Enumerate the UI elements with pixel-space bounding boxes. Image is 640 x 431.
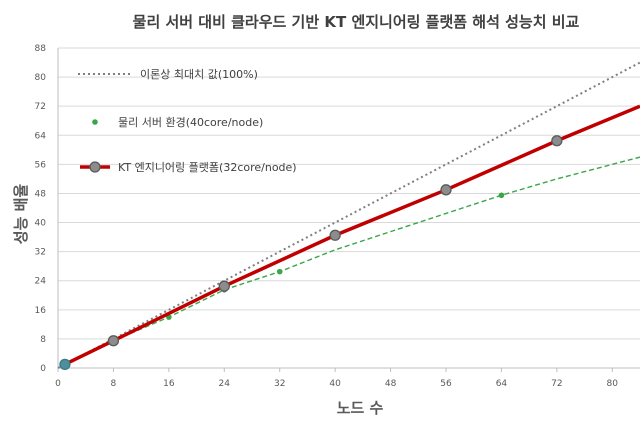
y-tick-label: 56 [35,160,47,170]
legend-label-kt-platform: KT 엔지니어링 플랫폼(32core/node) [118,161,297,174]
x-tick-label: 48 [385,379,397,389]
legend: 이론상 최대치 값(100%) 물리 서버 환경(40core/node) KT 엔… [78,68,297,174]
kt-platform-point [329,229,341,241]
series-layer [57,61,640,371]
x-tick-label: 8 [111,379,117,389]
legend-swatch-physical-server [92,119,98,125]
kt-platform-point [551,135,563,147]
physical-server-point [276,268,283,275]
y-tick-label: 8 [40,335,46,345]
kt-platform-point [107,335,120,347]
y-tick-label: 0 [40,364,46,374]
legend-label-theoretical-max: 이론상 최대치 값(100%) [140,68,258,81]
y-tick-label: 88 [35,44,47,54]
y-tick-label: 64 [35,131,47,141]
y-tick-label: 72 [35,102,46,112]
x-tick-labels: 0 8 16 24 32 40 48 56 64 72 80 [55,368,618,389]
legend-swatch-kt-platform-marker [89,161,101,173]
x-tick-label: 32 [274,379,285,389]
kt-platform-point [59,358,71,371]
x-tick-label: 72 [551,379,562,389]
axis-layer [57,48,640,369]
series-line-physical-server [64,156,640,365]
x-tick-label: 80 [607,379,619,389]
y-tick-label: 48 [35,189,47,199]
y-tick-label: 24 [35,277,47,287]
chart-title: 물리 서버 대비 클라우드 기반 KT 엔지니어링 플랫폼 해석 성능치 비교 [133,13,580,31]
x-tick-label: 56 [440,379,452,389]
x-axis-label: 노드 수 [337,399,384,417]
physical-server-point [498,192,505,199]
series-line-theoretical-max [57,61,640,369]
y-tick-label: 16 [35,306,47,316]
kt-platform-point [218,280,230,292]
y-tick-label: 32 [35,248,46,258]
x-tick-label: 16 [163,379,175,389]
y-tick-label: 80 [35,73,47,83]
x-tick-label: 64 [496,379,508,389]
y-tick-label: 40 [35,219,47,229]
x-tick-label: 40 [329,379,341,389]
grid-layer [58,47,640,340]
x-tick-label: 0 [55,379,61,389]
y-tick-labels: 0 8 16 24 32 40 48 56 64 72 80 88 [35,44,47,374]
x-tick-label: 24 [219,379,231,389]
y-axis-label: 성능 배율 [12,184,30,245]
kt-platform-point [440,184,452,196]
legend-label-physical-server: 물리 서버 환경(40core/node) [118,116,263,129]
